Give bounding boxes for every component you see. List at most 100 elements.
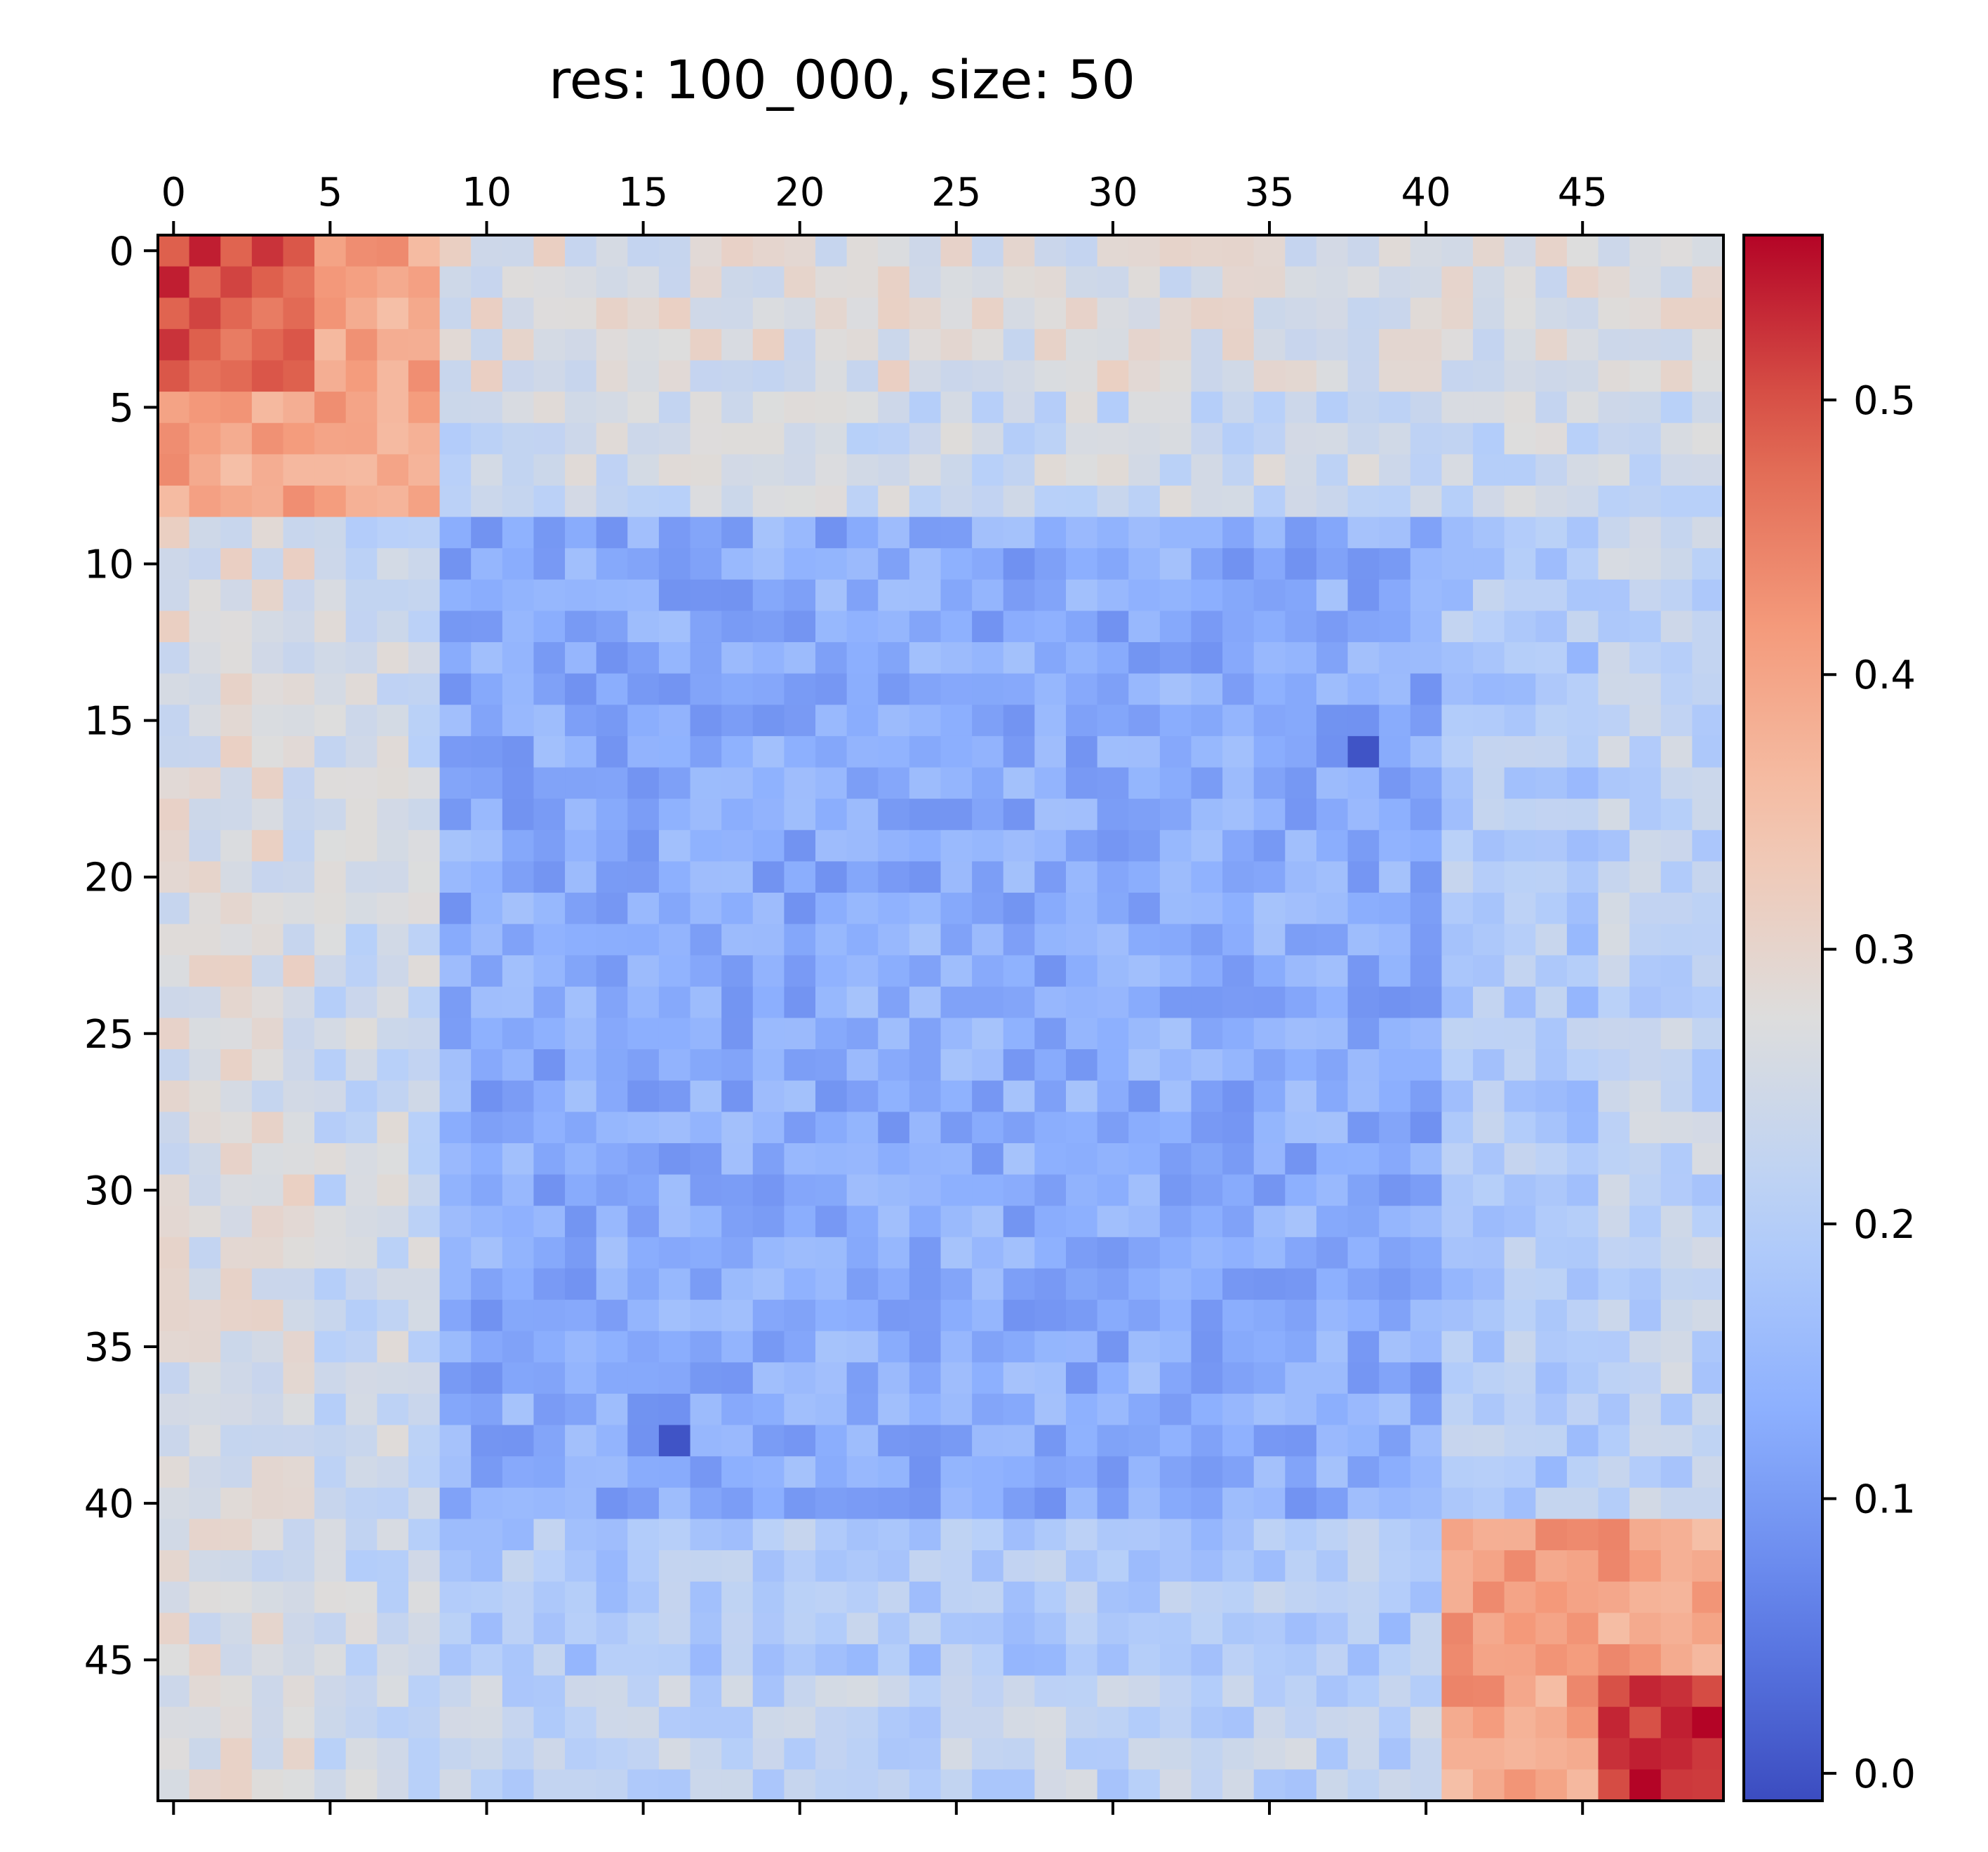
x-tick-label: 35 bbox=[1244, 170, 1294, 215]
heatmap-cell bbox=[1660, 893, 1693, 925]
heatmap-cell bbox=[752, 767, 785, 799]
heatmap-cell bbox=[533, 767, 566, 799]
heatmap-cell bbox=[1128, 767, 1161, 799]
heatmap-cell bbox=[1285, 517, 1317, 549]
heatmap-cell bbox=[752, 1487, 785, 1520]
heatmap-cell bbox=[1441, 392, 1474, 424]
heatmap-cell bbox=[1535, 548, 1568, 580]
heatmap-cell bbox=[1347, 1393, 1380, 1426]
heatmap-cell bbox=[345, 422, 378, 455]
heatmap-cell bbox=[940, 893, 973, 925]
heatmap-cell bbox=[1629, 517, 1662, 549]
heatmap-cell bbox=[1191, 1142, 1223, 1175]
heatmap-cell bbox=[940, 735, 973, 768]
heatmap-cell bbox=[940, 861, 973, 893]
heatmap-cell bbox=[627, 1550, 660, 1583]
heatmap-cell bbox=[345, 861, 378, 893]
heatmap-cell bbox=[345, 548, 378, 580]
heatmap-cell bbox=[1473, 1080, 1505, 1112]
heatmap-cell bbox=[345, 924, 378, 956]
heatmap-cell bbox=[565, 924, 597, 956]
heatmap-cell bbox=[752, 673, 785, 705]
heatmap-cell bbox=[189, 1707, 221, 1739]
heatmap-cell bbox=[1379, 735, 1411, 768]
heatmap-cell bbox=[784, 1425, 816, 1457]
heatmap-cell bbox=[1159, 298, 1192, 330]
heatmap-cell bbox=[1128, 454, 1161, 486]
heatmap-cell bbox=[627, 548, 660, 580]
heatmap-cell bbox=[158, 1142, 190, 1175]
heatmap-cell bbox=[377, 1456, 409, 1488]
heatmap-cell bbox=[377, 1268, 409, 1300]
heatmap-cell bbox=[1504, 517, 1536, 549]
heatmap-cell bbox=[1598, 360, 1630, 392]
heatmap-cell bbox=[439, 266, 472, 298]
heatmap-cell bbox=[627, 861, 660, 893]
heatmap-cell bbox=[345, 517, 378, 549]
heatmap-cell bbox=[1379, 1362, 1411, 1394]
heatmap-cell bbox=[251, 328, 284, 361]
heatmap-cell bbox=[784, 1738, 816, 1770]
heatmap-cell bbox=[1692, 266, 1724, 298]
heatmap-cell bbox=[1566, 1769, 1599, 1801]
heatmap-cell bbox=[1692, 1206, 1724, 1238]
heatmap-cell bbox=[878, 579, 910, 612]
heatmap-cell bbox=[1629, 767, 1662, 799]
heatmap-cell bbox=[972, 579, 1004, 612]
heatmap-cell bbox=[1003, 1581, 1035, 1613]
heatmap-cell bbox=[1441, 799, 1474, 831]
heatmap-cell bbox=[1566, 1393, 1599, 1426]
heatmap-cell bbox=[784, 579, 816, 612]
heatmap-cell bbox=[878, 1644, 910, 1677]
heatmap-cell bbox=[502, 266, 535, 298]
heatmap-cell bbox=[1347, 548, 1380, 580]
heatmap-cell bbox=[1535, 517, 1568, 549]
heatmap-cell bbox=[1222, 1112, 1255, 1144]
heatmap-cell bbox=[1159, 1550, 1192, 1583]
heatmap-cell bbox=[158, 1174, 190, 1206]
heatmap-cell bbox=[972, 830, 1004, 862]
heatmap-cell bbox=[158, 1487, 190, 1520]
heatmap-cell bbox=[1034, 1707, 1067, 1739]
heatmap-cell bbox=[1441, 1581, 1474, 1613]
heatmap-cell bbox=[721, 454, 754, 486]
heatmap-cell bbox=[1535, 1206, 1568, 1238]
heatmap-cell bbox=[909, 1519, 942, 1551]
heatmap-cell bbox=[752, 1174, 785, 1206]
heatmap-cell bbox=[1003, 1331, 1035, 1363]
heatmap-cell bbox=[220, 955, 253, 987]
heatmap-cell bbox=[1660, 673, 1693, 705]
heatmap-cell bbox=[283, 1142, 315, 1175]
heatmap-cell bbox=[658, 830, 691, 862]
heatmap-cell bbox=[158, 1425, 190, 1457]
heatmap-cell bbox=[251, 1112, 284, 1144]
heatmap-cell bbox=[940, 422, 973, 455]
heatmap-cell bbox=[1504, 1738, 1536, 1770]
heatmap-cell bbox=[1347, 1675, 1380, 1707]
heatmap-cell bbox=[1065, 454, 1098, 486]
heatmap-cell bbox=[846, 328, 879, 361]
heatmap-cell bbox=[1473, 1362, 1505, 1394]
heatmap-cell bbox=[1473, 1018, 1505, 1050]
heatmap-cell bbox=[189, 861, 221, 893]
heatmap-cell bbox=[940, 1268, 973, 1300]
heatmap-cell bbox=[752, 298, 785, 330]
heatmap-cell bbox=[909, 830, 942, 862]
heatmap-cell bbox=[815, 830, 848, 862]
heatmap-cell bbox=[502, 422, 535, 455]
heatmap-cell bbox=[815, 360, 848, 392]
heatmap-cell bbox=[752, 235, 785, 267]
heatmap-cell bbox=[1566, 1049, 1599, 1081]
heatmap-cell bbox=[1629, 642, 1662, 674]
heatmap-cell bbox=[471, 1738, 503, 1770]
heatmap-cell bbox=[220, 735, 253, 768]
heatmap-cell bbox=[1159, 1018, 1192, 1050]
heatmap-cell bbox=[658, 1707, 691, 1739]
heatmap-cell bbox=[940, 1174, 973, 1206]
heatmap-cell bbox=[1566, 1519, 1599, 1551]
heatmap-cell bbox=[1379, 517, 1411, 549]
heatmap-cell bbox=[627, 1018, 660, 1050]
heatmap-cell bbox=[1660, 1456, 1693, 1488]
heatmap-cell bbox=[784, 986, 816, 1019]
heatmap-cell bbox=[1128, 924, 1161, 956]
